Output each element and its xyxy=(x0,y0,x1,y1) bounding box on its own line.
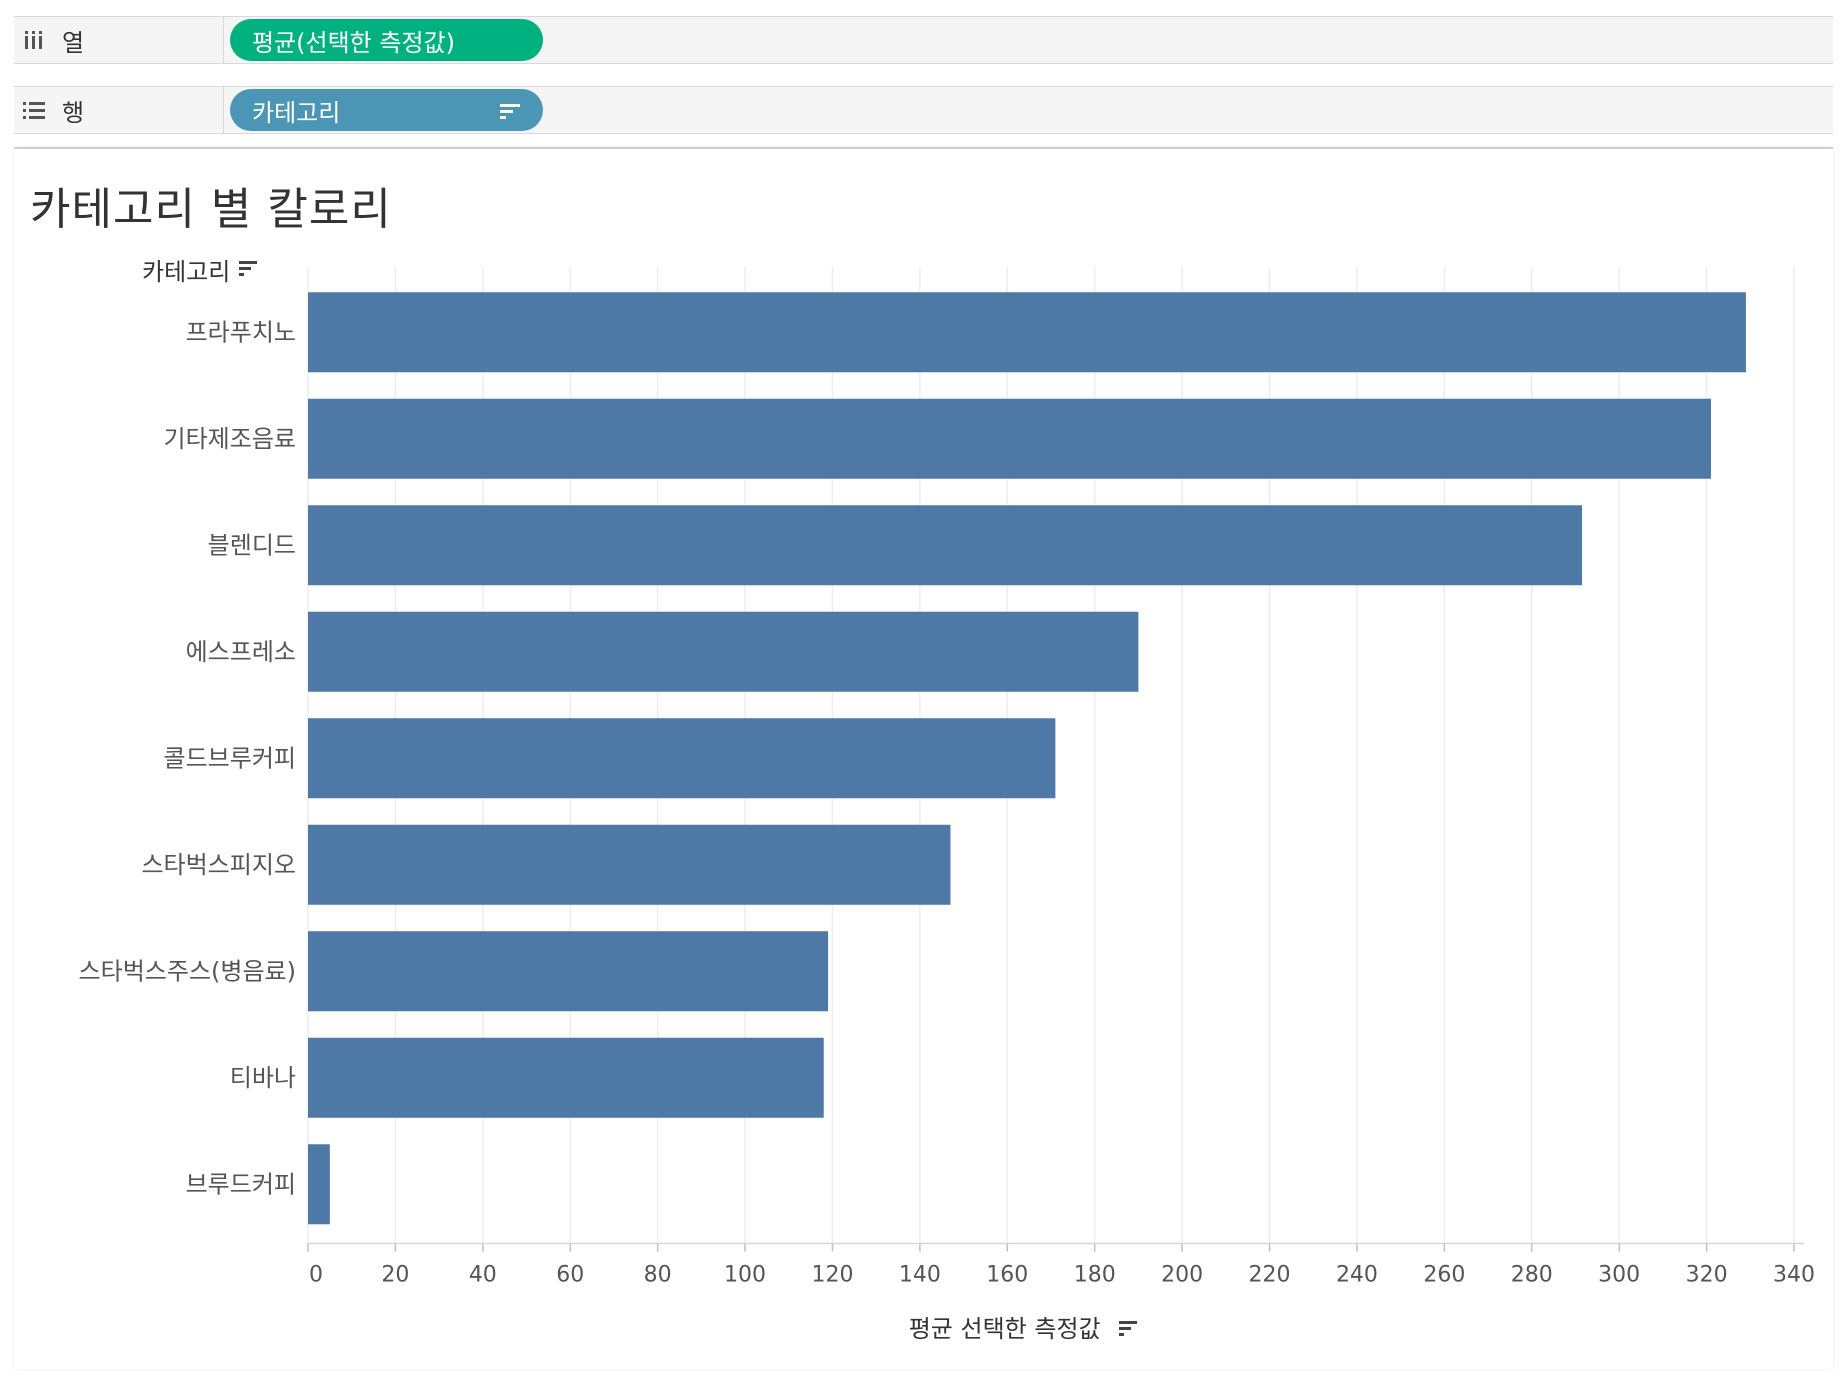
x-tick-label: 240 xyxy=(1336,1263,1378,1288)
bars xyxy=(308,292,1746,1225)
x-tick-label: 300 xyxy=(1598,1263,1640,1288)
bar-chart: 프라푸치노기타제조음료블렌디드에스프레소콜드브루커피스타벅스피지오스타벅스주스(… xyxy=(79,267,1815,1288)
columns-label-text: 열 xyxy=(62,28,85,57)
bar[interactable] xyxy=(308,718,1056,799)
x-tick-label: 260 xyxy=(1423,1263,1465,1288)
rows-dimension-pill[interactable]: 카테고리 xyxy=(230,89,543,131)
x-tick-label: 320 xyxy=(1686,1263,1728,1288)
category-label[interactable]: 에스프레소 xyxy=(186,638,296,666)
x-tick-label: 180 xyxy=(1074,1263,1116,1288)
rows-shelf-label: 행 xyxy=(14,87,224,133)
category-label[interactable]: 스타벅스주스(병음료) xyxy=(79,957,296,985)
x-tick-label: 120 xyxy=(811,1263,853,1288)
x-axis-sort-icon[interactable] xyxy=(1118,1316,1138,1344)
row-header-label: 카테고리 xyxy=(142,258,231,286)
columns-icon xyxy=(22,28,46,52)
rows-shelf: 행 카테고리 xyxy=(14,86,1833,134)
columns-measure-pill[interactable]: 평균(선택한 측정값) xyxy=(230,19,543,61)
category-label[interactable]: 콜드브루커피 xyxy=(164,744,296,772)
x-tick-label: 60 xyxy=(556,1263,584,1288)
x-tick-label: 340 xyxy=(1773,1263,1815,1288)
bar[interactable] xyxy=(308,398,1711,479)
x-tick-label: 0 xyxy=(309,1263,323,1288)
bar[interactable] xyxy=(308,931,829,1012)
columns-pill-text: 평균(선택한 측정값) xyxy=(252,28,455,57)
sort-descending-icon[interactable] xyxy=(499,100,521,128)
category-label[interactable]: 스타벅스피지오 xyxy=(141,851,296,879)
rows-pill-text: 카테고리 xyxy=(252,98,341,127)
x-axis-ticks: 0 20 40 60 80 100 120 140 160 180 200 220 240 260 280 3… xyxy=(307,1242,1815,1288)
rows-icon xyxy=(22,98,46,122)
rows-label-text: 행 xyxy=(62,98,85,127)
category-label[interactable]: 티바나 xyxy=(230,1064,296,1092)
row-header-sort-icon[interactable] xyxy=(238,256,258,284)
columns-shelf-label: 열 xyxy=(14,17,224,63)
columns-shelf: 열 평균(선택한 측정값) xyxy=(14,16,1833,64)
x-tick-label: 160 xyxy=(986,1263,1028,1288)
bar[interactable] xyxy=(308,824,951,905)
category-labels: 프라푸치노기타제조음료블렌디드에스프레소콜드브루커피스타벅스피지오스타벅스주스(… xyxy=(79,318,296,1198)
x-axis-title[interactable]: 평균 선택한 측정값 xyxy=(14,1309,1833,1344)
row-header[interactable]: 카테고리 xyxy=(142,252,258,287)
category-label[interactable]: 블렌디드 xyxy=(208,531,296,559)
x-tick-label: 80 xyxy=(644,1263,672,1288)
bar[interactable] xyxy=(308,505,1583,586)
x-tick-label: 20 xyxy=(381,1263,409,1288)
bar[interactable] xyxy=(308,1037,824,1118)
x-tick-label: 280 xyxy=(1511,1263,1553,1288)
category-label[interactable]: 브루드커피 xyxy=(186,1170,296,1198)
bar[interactable] xyxy=(308,292,1746,373)
bar[interactable] xyxy=(308,611,1139,692)
bar[interactable] xyxy=(308,1144,330,1225)
x-tick-label: 100 xyxy=(724,1263,766,1288)
x-axis-title-text: 평균 선택한 측정값 xyxy=(908,1315,1101,1343)
x-tick-label: 40 xyxy=(469,1263,497,1288)
category-label[interactable]: 기타제조음료 xyxy=(164,425,296,453)
chart-title: 카테고리 별 칼로리 xyxy=(30,184,392,235)
x-tick-label: 200 xyxy=(1161,1263,1203,1288)
category-label[interactable]: 프라푸치노 xyxy=(186,318,296,346)
x-tick-label: 140 xyxy=(899,1263,941,1288)
x-tick-label: 220 xyxy=(1249,1263,1291,1288)
